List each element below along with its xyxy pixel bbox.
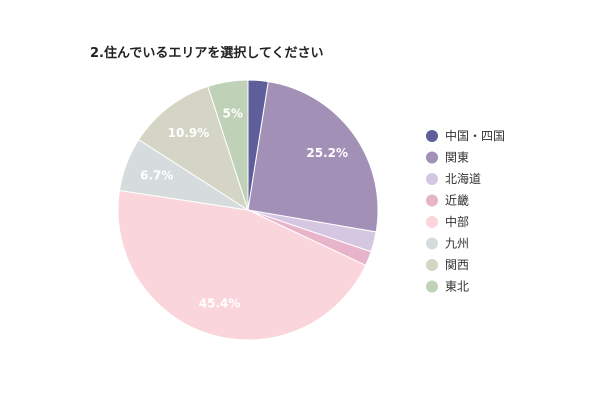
legend-label-8: 東北	[445, 280, 469, 294]
slice-value-label-2: 25.2%	[306, 146, 348, 160]
pie-slice-5	[117, 189, 367, 341]
legend-label-4: 近畿	[445, 194, 469, 208]
legend-label-2: 関東	[445, 151, 469, 165]
legend-label-3: 北海道	[445, 171, 481, 186]
pie-slice-labels: 25.2% 45.4% 6.7% 10.9% 5%	[140, 107, 348, 311]
legend-label-6: 九州	[445, 237, 469, 251]
legend-swatch-8	[426, 280, 438, 293]
pie-slice-8	[207, 79, 249, 211]
legend-swatch-3	[426, 173, 438, 185]
slice-value-label-7: 10.9%	[168, 126, 210, 140]
pie-slice-2	[247, 81, 379, 233]
legend-swatch-4	[426, 194, 438, 207]
legend-label-1: 中国・四国	[445, 128, 505, 143]
legend-swatch-1	[426, 130, 438, 142]
legend-swatch-2	[426, 151, 438, 164]
slice-value-label-8: 5%	[223, 107, 243, 121]
legend-swatch-6	[426, 237, 438, 250]
legend-swatch-5	[426, 216, 438, 228]
legend-swatch-7	[426, 259, 438, 271]
legend-label-5: 中部	[445, 214, 469, 229]
chart-title: 2.住んでいるエリアを選択してください	[90, 46, 324, 61]
pie-slice-7	[137, 85, 249, 212]
legend-label-7: 関西	[445, 258, 469, 272]
slice-value-label-6: 6.7%	[140, 169, 173, 183]
slice-value-label-5: 45.4%	[199, 296, 241, 310]
pie-slices	[117, 79, 379, 341]
